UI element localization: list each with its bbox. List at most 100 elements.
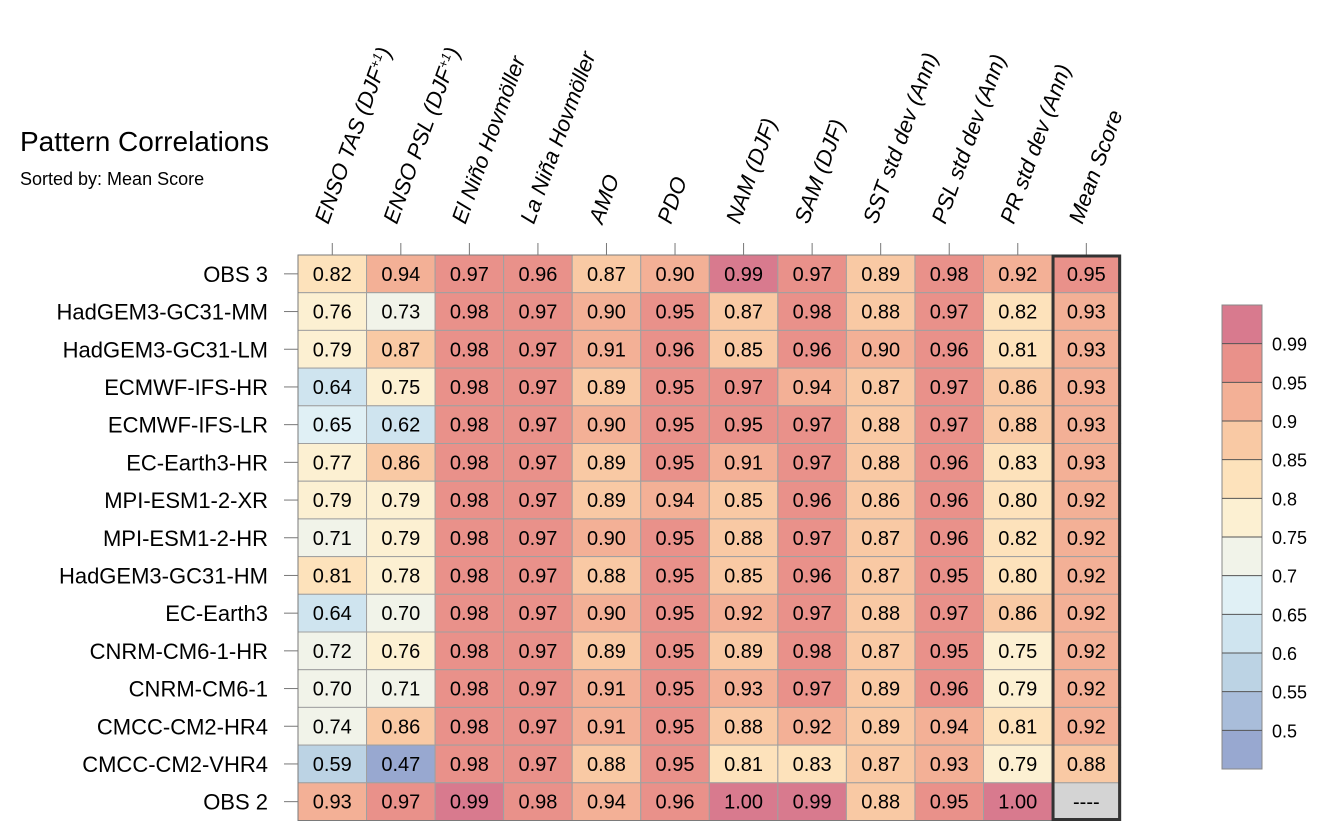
row-label-ec-earth3: EC-Earth3 <box>165 601 268 626</box>
cell-label: 0.88 <box>1067 754 1106 776</box>
cell-label: 0.91 <box>587 339 626 361</box>
row-label-hadgem3-gc31-lm: HadGEM3-GC31-LM <box>63 337 268 362</box>
cell-label: 0.95 <box>656 452 695 474</box>
cell-label: 0.98 <box>518 792 557 814</box>
cell-label: 0.98 <box>450 641 489 663</box>
column-label-pr-std-dev-ann: PR std dev (Ann) <box>995 61 1076 227</box>
cell-label: 0.97 <box>930 603 969 625</box>
colorbar-segment <box>1222 459 1262 499</box>
cell-label: 0.95 <box>656 415 695 437</box>
cell-label: 0.90 <box>587 302 626 324</box>
cell-ecmwf-ifs-lr-mean-score <box>1051 405 1122 444</box>
cell-label: 0.97 <box>793 264 832 286</box>
cell-label: 0.97 <box>518 754 557 776</box>
cell-label: 0.95 <box>656 679 695 701</box>
cell-label: 0.97 <box>518 490 557 512</box>
heatmap-cells: 0.82 0.94 0.97 0.96 0.87 0.90 0.99 0.97 0.89 0.98… <box>297 254 1122 821</box>
cell-ec-earth3-amo <box>571 593 642 633</box>
cell-mpi-esm1-2-hr-sst-std-dev-ann <box>845 518 916 558</box>
cell-label: 0.95 <box>656 641 695 663</box>
cell-label: 0.88 <box>998 415 1037 437</box>
cell-label: 0.89 <box>724 641 763 663</box>
cell-label: 0.90 <box>587 603 626 625</box>
cell-ecmwf-ifs-lr-psl-std-dev-ann <box>914 405 985 444</box>
cell-label: 0.47 <box>381 754 420 776</box>
cell-mpi-esm1-2-xr-enso-tas-djf-1 <box>297 480 368 520</box>
cell-label: 0.80 <box>998 490 1037 512</box>
row-label-cnrm-cm6-1-hr: CNRM-CM6-1-HR <box>90 639 268 664</box>
cell-label: 0.75 <box>998 641 1037 663</box>
cell-label: 0.93 <box>1067 339 1106 361</box>
cell-label: 0.87 <box>861 377 900 399</box>
cell-ec-earth3-hr-enso-tas-djf-1 <box>297 443 368 482</box>
cell-label: 0.88 <box>587 565 626 587</box>
cell-cnrm-cm6-1-hr-psl-std-dev-ann <box>914 631 985 671</box>
cell-label: 0.72 <box>313 641 352 663</box>
cell-label: 0.86 <box>998 377 1037 399</box>
cell-label: 0.98 <box>450 679 489 701</box>
cell-ecmwf-ifs-lr-el-ni-o-hovm-ller <box>434 405 505 444</box>
cell-obs-3-nam-djf <box>708 254 779 294</box>
cell-label: 0.98 <box>450 716 489 738</box>
cell-label: 0.97 <box>518 603 557 625</box>
cell-label: 0.97 <box>518 641 557 663</box>
cell-label: 0.92 <box>1067 716 1106 738</box>
cell-label: 0.83 <box>998 452 1037 474</box>
cell-hadgem3-gc31-hm-pdo <box>640 556 710 595</box>
cell-label: 0.87 <box>724 302 763 324</box>
cell-label: 0.98 <box>450 603 489 625</box>
cell-label: 1.00 <box>998 792 1037 814</box>
cell-mpi-esm1-2-hr-pr-std-dev-ann <box>983 518 1053 558</box>
colorbar-segment <box>1222 421 1262 460</box>
cell-label: 0.80 <box>998 565 1037 587</box>
cell-ecmwf-ifs-hr-psl-std-dev-ann <box>914 367 985 407</box>
cell-label: 0.76 <box>381 641 420 663</box>
cell-label: 0.98 <box>450 565 489 587</box>
cell-label: 0.95 <box>930 641 969 663</box>
cell-hadgem3-gc31-mm-psl-std-dev-ann <box>914 292 985 331</box>
cell-cnrm-cm6-1-el-ni-o-hovm-ller <box>434 669 505 708</box>
cell-label: 0.97 <box>518 716 557 738</box>
cell-hadgem3-gc31-mm-nam-djf <box>708 292 779 331</box>
colorbar-tick-label: 0.6 <box>1272 644 1297 664</box>
cell-cmcc-cm2-hr4-pdo <box>640 706 710 746</box>
cell-hadgem3-gc31-mm-sam-djf <box>777 292 847 331</box>
cell-label: 0.79 <box>998 679 1037 701</box>
cell-label: 0.97 <box>518 565 557 587</box>
cell-label: 0.88 <box>724 716 763 738</box>
colorbar-segment <box>1222 691 1262 731</box>
column-label-sam-djf: SAM (DJF) <box>789 116 850 227</box>
cell-ecmwf-ifs-lr-amo <box>571 405 642 444</box>
cell-mpi-esm1-2-hr-mean-score <box>1051 518 1122 558</box>
cell-cmcc-cm2-hr4-mean-score <box>1051 706 1122 746</box>
cell-cnrm-cm6-1-hr-el-ni-o-hovm-ller <box>434 631 505 671</box>
cell-ec-earth3-hr-pr-std-dev-ann <box>983 443 1053 482</box>
cell-hadgem3-gc31-mm-la-ni-a-hovm-ller <box>503 292 573 331</box>
cell-ec-earth3-nam-djf <box>708 593 779 633</box>
cell-label: 0.96 <box>793 339 832 361</box>
cell-label: 0.95 <box>1067 264 1106 286</box>
column-label-amo: AMO <box>583 171 624 229</box>
cell-label: 0.95 <box>656 716 695 738</box>
cell-ecmwf-ifs-lr-pr-std-dev-ann <box>983 405 1053 444</box>
colorbar-segment <box>1222 537 1262 576</box>
cell-label: 0.81 <box>724 754 763 776</box>
cell-mpi-esm1-2-xr-la-ni-a-hovm-ller <box>503 480 573 520</box>
column-label-mean-score: Mean Score <box>1064 107 1128 227</box>
cell-ecmwf-ifs-hr-nam-djf <box>708 367 779 407</box>
cell-ec-earth3-hr-nam-djf <box>708 443 779 482</box>
cell-label: 0.96 <box>656 792 695 814</box>
row-label-obs-3: OBS 3 <box>203 262 268 287</box>
cell-cnrm-cm6-1-la-ni-a-hovm-ller <box>503 669 573 708</box>
cell-mpi-esm1-2-hr-pdo <box>640 518 710 558</box>
row-labels: OBS 3 HadGEM3-GC31-MM HadGEM3-GC31-LM ECMWF… <box>57 262 298 815</box>
colorbar-tick-label: 0.95 <box>1272 373 1307 393</box>
cell-hadgem3-gc31-hm-sam-djf <box>777 556 847 595</box>
cell-label: 0.86 <box>998 603 1037 625</box>
cell-label: 0.97 <box>450 264 489 286</box>
row-label-ec-earth3-hr: EC-Earth3-HR <box>126 450 268 475</box>
cell-obs-2-amo <box>571 782 642 821</box>
cell-label: 0.82 <box>998 528 1037 550</box>
row-label-cmcc-cm2-vhr4: CMCC-CM2-VHR4 <box>82 752 268 777</box>
cell-ec-earth3-sst-std-dev-ann <box>845 593 916 633</box>
